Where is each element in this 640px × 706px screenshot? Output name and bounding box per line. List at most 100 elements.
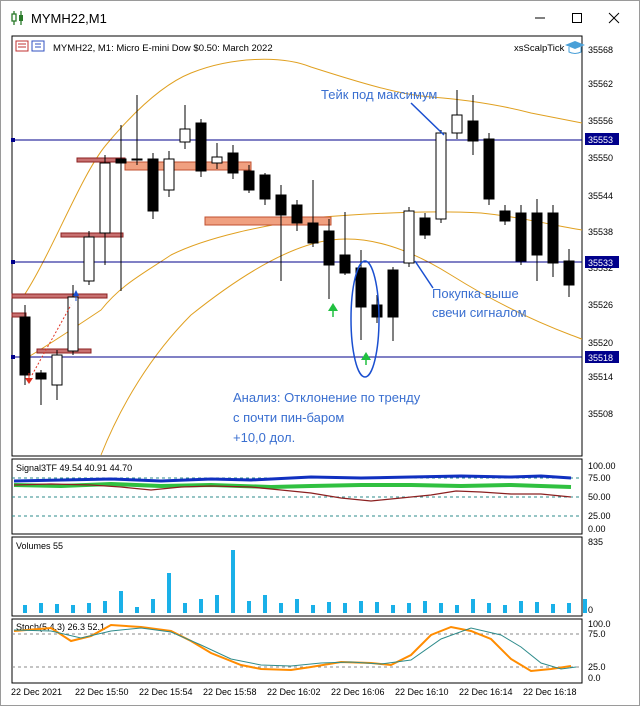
bearish-candle[interactable]	[35, 372, 47, 380]
stoch-scale-tick: 75.0	[588, 629, 606, 639]
volume-bar	[231, 550, 235, 613]
price-scale[interactable]: 35568 35562 35556 35550 35544 35538 3553…	[585, 45, 619, 419]
volume-bar	[343, 603, 347, 613]
price-panel[interactable]	[11, 35, 583, 457]
bearish-candle[interactable]	[195, 122, 207, 172]
time-tick: 22 Dec 15:50	[75, 687, 129, 697]
volume-bar	[119, 591, 123, 613]
time-tick: 22 Dec 16:14	[459, 687, 513, 697]
volume-bar	[23, 605, 27, 613]
volume-bar	[103, 601, 107, 613]
minimize-button[interactable]	[525, 5, 555, 31]
volume-bar	[151, 599, 155, 613]
buy-note-line1: Покупка выше	[432, 286, 519, 301]
bullish-candle[interactable]	[451, 114, 463, 134]
level-label-bg	[585, 351, 619, 363]
bullish-candle[interactable]	[99, 162, 111, 234]
volume-bar	[55, 604, 59, 613]
bullish-candle[interactable]	[403, 210, 415, 264]
take-profit-note: Тейк под максимум	[321, 87, 437, 102]
bearish-candle[interactable]	[499, 210, 511, 222]
volume-bar	[519, 601, 523, 613]
bullish-candle[interactable]	[179, 128, 191, 143]
volume-bars	[23, 550, 587, 613]
minimize-icon	[535, 17, 545, 19]
maximize-button[interactable]	[562, 5, 592, 31]
price-tick: 35520	[588, 338, 613, 348]
volume-bar	[199, 599, 203, 613]
signal-line-red	[13, 483, 572, 502]
bearish-candle[interactable]	[227, 152, 239, 174]
volume-bar	[39, 603, 43, 613]
bearish-candle[interactable]	[515, 212, 527, 262]
volume-scale-min: 0	[588, 605, 593, 615]
bullish-candle[interactable]	[51, 354, 63, 386]
level-label-bg	[585, 256, 619, 268]
stoch-panel-label: Stoch(5,4,3) 26.3 52.1	[16, 622, 105, 632]
signal-scale-tick: 25.00	[588, 511, 611, 521]
bearish-candle[interactable]	[563, 260, 575, 286]
bearish-candle[interactable]	[243, 170, 255, 191]
volume-bar	[535, 602, 539, 613]
candlesticks[interactable]	[19, 90, 575, 405]
volume-bar	[279, 603, 283, 613]
close-button[interactable]	[599, 5, 629, 31]
volume-bar	[295, 599, 299, 613]
signal-scale-tick: 50.00	[588, 492, 611, 502]
bearish-candle[interactable]	[19, 316, 31, 376]
volume-bar	[311, 605, 315, 613]
bearish-candle[interactable]	[355, 267, 367, 308]
bearish-candle[interactable]	[131, 158, 143, 161]
bearish-candle[interactable]	[275, 194, 287, 216]
time-tick: 22 Dec 16:10	[395, 687, 449, 697]
bearish-candle[interactable]	[531, 212, 543, 256]
analysis-note-line2: с почти пин-баром	[233, 410, 344, 425]
bearish-candle[interactable]	[307, 222, 319, 244]
bearish-candle[interactable]	[115, 158, 127, 164]
stoch-signal-line	[13, 627, 577, 670]
bullish-candle[interactable]	[67, 296, 79, 352]
supply-demand-zones	[11, 157, 332, 354]
volume-bar	[375, 602, 379, 613]
level-label-upper: 35553	[588, 135, 613, 145]
bearish-candle[interactable]	[483, 138, 495, 200]
time-tick: 22 Dec 2021	[11, 687, 62, 697]
bearish-candle[interactable]	[387, 269, 399, 318]
volume-bar	[87, 603, 91, 613]
title-bar[interactable]: MYMH22,M1	[1, 1, 639, 35]
bearish-candle[interactable]	[547, 212, 559, 264]
bearish-candle[interactable]	[371, 304, 383, 318]
bullish-candle[interactable]	[211, 156, 223, 164]
volume-bar	[247, 601, 251, 613]
volume-bar	[167, 573, 171, 613]
volume-bar	[551, 604, 555, 613]
volume-bar	[391, 605, 395, 613]
bullish-candle[interactable]	[163, 158, 175, 191]
time-tick: 22 Dec 16:02	[267, 687, 321, 697]
pin-bar-highlight	[350, 260, 380, 378]
signal-line-blue	[13, 474, 572, 483]
bullish-candle[interactable]	[83, 236, 95, 282]
bullish-candle[interactable]	[435, 132, 447, 220]
time-axis[interactable]: 22 Dec 2021 22 Dec 15:50 22 Dec 15:54 22…	[11, 687, 577, 697]
stoch-main-line	[13, 623, 572, 673]
bearish-candle[interactable]	[259, 174, 271, 200]
envelope-lower	[100, 238, 583, 456]
price-tick: 35514	[588, 372, 613, 382]
price-tick: 35556	[588, 116, 613, 126]
bearish-candle[interactable]	[147, 158, 159, 212]
stoch-panel[interactable]	[11, 618, 583, 684]
bearish-candle[interactable]	[419, 217, 431, 236]
chart-header: MYMH22, M1: Micro E-mini Dow $0.50: Marc…	[53, 43, 273, 54]
signal-arrows	[25, 290, 371, 384]
bearish-candle[interactable]	[467, 120, 479, 142]
take-profit-pointer	[410, 102, 445, 136]
volume-panel-label: Volumes 55	[16, 541, 63, 551]
bearish-candle[interactable]	[323, 230, 335, 266]
bearish-candle[interactable]	[291, 204, 303, 224]
bearish-candle[interactable]	[339, 254, 351, 274]
chart-canvas[interactable]: MYMH22, M1: Micro E-mini Dow $0.50: Marc…	[11, 35, 631, 699]
maximize-icon	[572, 13, 582, 23]
volume-bar	[487, 603, 491, 613]
